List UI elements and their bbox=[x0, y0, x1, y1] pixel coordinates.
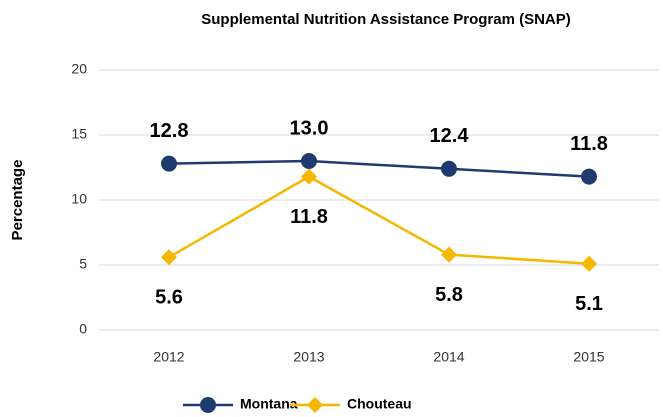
marker bbox=[161, 155, 177, 172]
marker bbox=[161, 249, 177, 266]
y-tick-label: 0 bbox=[79, 321, 87, 337]
data-label: 5.8 bbox=[435, 284, 463, 306]
data-label: 11.8 bbox=[570, 133, 608, 155]
y-tick-label: 15 bbox=[71, 126, 87, 142]
data-label: 12.4 bbox=[430, 125, 470, 147]
data-label: 12.8 bbox=[150, 120, 189, 142]
line bbox=[168, 159, 590, 178]
marker bbox=[581, 168, 597, 185]
marker bbox=[301, 153, 317, 169]
data-label: 11.8 bbox=[290, 206, 328, 228]
legend-label: Chouteau bbox=[347, 396, 412, 412]
x-tick-label: 2014 bbox=[433, 349, 464, 365]
line bbox=[168, 175, 590, 265]
y-tick-label: 10 bbox=[71, 191, 87, 207]
legend-marker bbox=[307, 397, 323, 413]
y-tick-label: 5 bbox=[79, 256, 87, 272]
x-tick-label: 2015 bbox=[573, 349, 604, 365]
legend-label: Montana bbox=[240, 396, 298, 412]
data-label: 5.1 bbox=[575, 293, 603, 315]
data-label: 5.6 bbox=[155, 286, 183, 308]
marker bbox=[441, 246, 457, 263]
y-axis-label: Percentage bbox=[9, 160, 26, 241]
x-tick-label: 2013 bbox=[293, 349, 324, 365]
marker bbox=[301, 168, 317, 185]
x-tick-label: 2012 bbox=[153, 349, 184, 365]
y-tick-label: 20 bbox=[71, 61, 87, 77]
legend-marker bbox=[200, 397, 216, 413]
data-label: 13.0 bbox=[290, 117, 329, 139]
marker bbox=[441, 160, 457, 177]
marker bbox=[581, 255, 597, 272]
chart-title: Supplemental Nutrition Assistance Progra… bbox=[201, 11, 571, 28]
